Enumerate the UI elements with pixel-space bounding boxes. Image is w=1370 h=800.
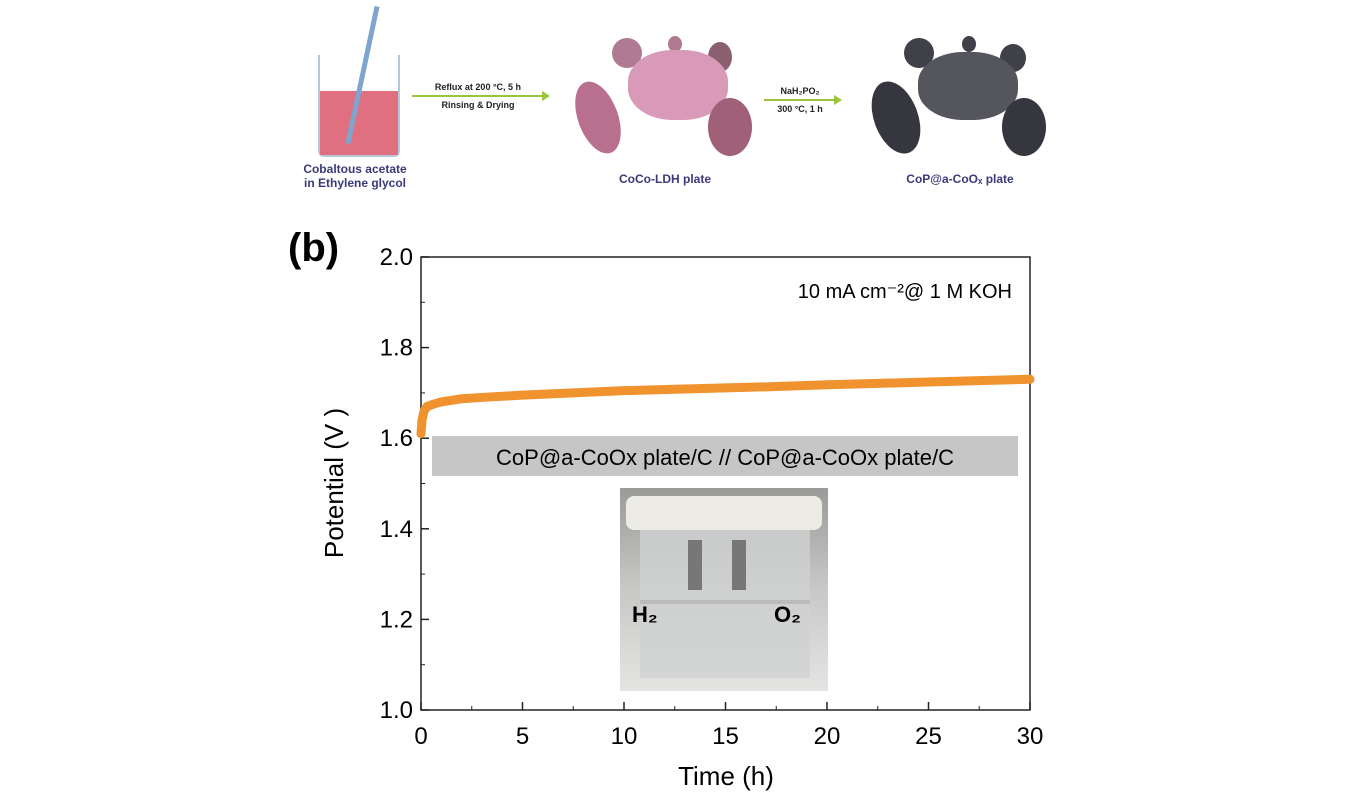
beaker-label-1: Cobaltous acetate <box>303 162 407 176</box>
step1-line2: Rinsing & Drying <box>441 100 515 110</box>
step2-line1: NaH₂PO₂ <box>780 86 820 96</box>
annotation: 10 mA cm⁻²@ 1 M KOH <box>798 281 1012 303</box>
x-axis-label: Time (h) <box>678 761 774 791</box>
ldh-label: CoCo-LDH plate <box>619 172 711 186</box>
data-series-line <box>416 374 1035 439</box>
arrow-icon <box>412 91 550 101</box>
legend-box <box>432 436 1018 476</box>
y-tick-label: 1.2 <box>380 606 413 633</box>
y-tick-label: 1.4 <box>380 516 413 543</box>
x-tick-label: 25 <box>915 723 942 750</box>
panel-label: (b) <box>288 226 340 270</box>
step2-line2: 300 °C, 1 h <box>777 104 823 114</box>
x-tick-label: 20 <box>814 723 841 750</box>
x-tick-label: 10 <box>611 723 638 750</box>
x-tick-label: 5 <box>516 723 529 750</box>
product-label: CoP@a-CoOₓ plate <box>906 172 1014 186</box>
y-tick-label: 2.0 <box>380 244 413 271</box>
y-tick-label: 1.8 <box>380 335 413 362</box>
beaker-label-2: in Ethylene glycol <box>303 176 407 190</box>
y-tick-label: 1.6 <box>380 425 413 452</box>
beaker-icon <box>318 6 400 157</box>
x-tick-label: 0 <box>414 723 427 750</box>
step1-line1: Reflux at 200 °C, 5 h <box>434 82 522 92</box>
arrow-icon <box>764 95 842 105</box>
y-tick-label: 1.0 <box>380 697 413 724</box>
inset-label-h2: H₂ <box>632 602 658 627</box>
legend-text: CoP@a-CoOx plate/C // CoP@a-CoOx plate/C <box>496 445 954 470</box>
x-tick-label: 15 <box>712 723 739 750</box>
x-tick-label: 30 <box>1017 723 1044 750</box>
y-axis-label: Potential (V ) <box>319 408 349 558</box>
inset-photo: H₂ O₂ <box>620 488 828 691</box>
inset-label-o2: O₂ <box>774 602 801 627</box>
